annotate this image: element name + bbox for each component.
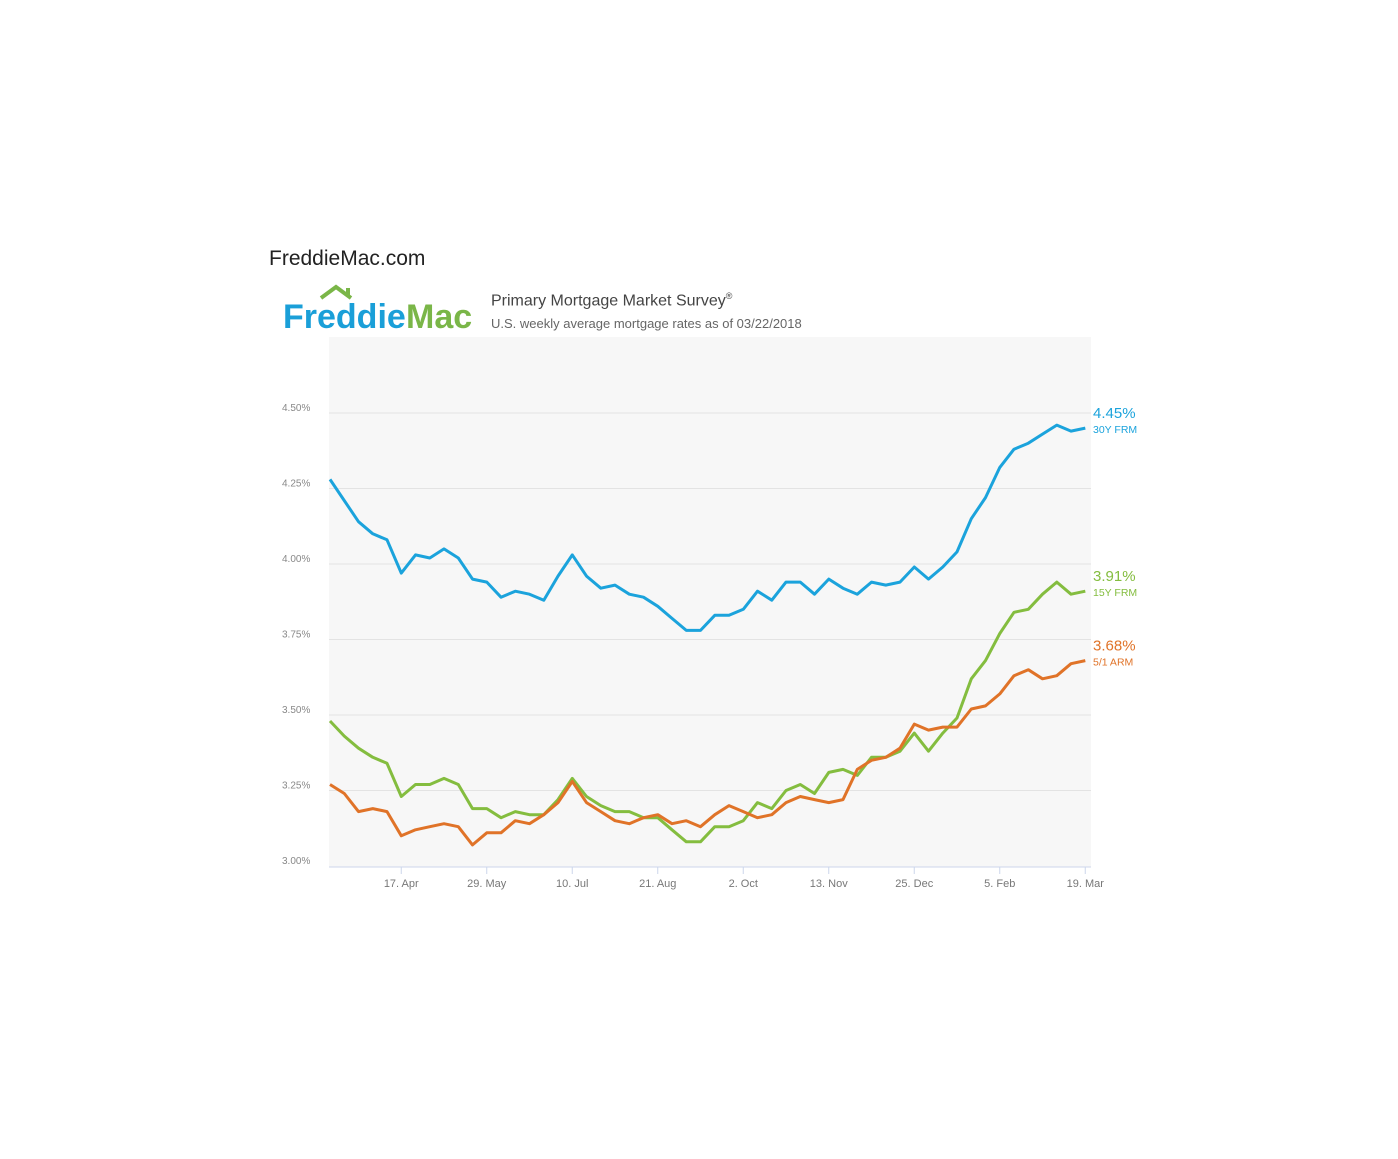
- x-tick-label: 2. Oct: [729, 878, 758, 890]
- y-tick-label: 3.50%: [282, 705, 310, 716]
- series-end-value: 3.68%: [1093, 638, 1136, 655]
- x-tick-label: 29. May: [467, 878, 507, 890]
- series-name-label: 30Y FRM: [1093, 424, 1137, 436]
- x-tick-label: 10. Jul: [556, 878, 588, 890]
- y-tick-label: 4.50%: [282, 403, 310, 414]
- y-tick-label: 4.00%: [282, 554, 310, 565]
- x-tick-label: 5. Feb: [984, 878, 1015, 890]
- x-tick-label: 17. Apr: [384, 878, 419, 890]
- x-tick-label: 19. Mar: [1067, 878, 1105, 890]
- plot-background: [329, 337, 1091, 867]
- x-tick-label: 13. Nov: [810, 878, 848, 890]
- series-end-value: 3.91%: [1093, 568, 1136, 585]
- x-tick-label: 25. Dec: [895, 878, 933, 890]
- series-name-label: 15Y FRM: [1093, 587, 1137, 599]
- y-tick-label: 4.25%: [282, 479, 310, 490]
- y-tick-label: 3.25%: [282, 781, 310, 792]
- y-tick-label: 3.00%: [282, 856, 310, 867]
- series-end-value: 4.45%: [1093, 405, 1136, 422]
- y-tick-label: 3.75%: [282, 630, 310, 641]
- series-name-label: 5/1 ARM: [1093, 657, 1133, 669]
- x-tick-label: 21. Aug: [639, 878, 676, 890]
